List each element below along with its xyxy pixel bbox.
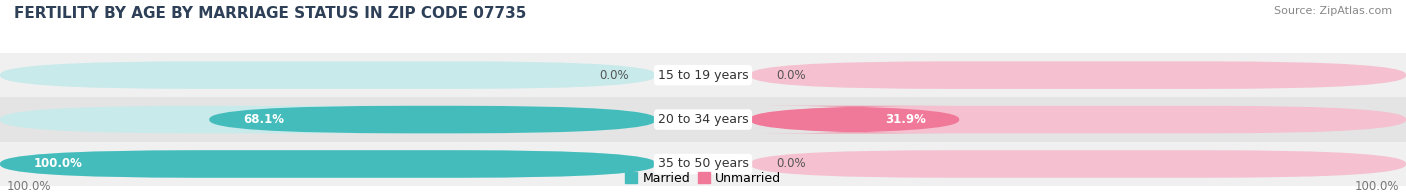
Text: 20 to 34 years: 20 to 34 years — [658, 113, 748, 126]
FancyBboxPatch shape — [749, 106, 959, 133]
Legend: Married, Unmarried: Married, Unmarried — [620, 167, 786, 190]
Text: Source: ZipAtlas.com: Source: ZipAtlas.com — [1274, 6, 1392, 16]
FancyBboxPatch shape — [749, 61, 1406, 89]
Text: 100.0%: 100.0% — [34, 158, 83, 171]
Text: 31.9%: 31.9% — [884, 113, 925, 126]
Text: 0.0%: 0.0% — [600, 69, 630, 82]
Text: FERTILITY BY AGE BY MARRIAGE STATUS IN ZIP CODE 07735: FERTILITY BY AGE BY MARRIAGE STATUS IN Z… — [14, 6, 526, 21]
Bar — [0, 97, 1406, 142]
FancyBboxPatch shape — [0, 106, 657, 133]
Text: 100.0%: 100.0% — [7, 180, 52, 193]
Text: 0.0%: 0.0% — [776, 69, 806, 82]
Bar — [0, 142, 1406, 186]
FancyBboxPatch shape — [209, 106, 657, 133]
Bar — [0, 53, 1406, 97]
Text: 0.0%: 0.0% — [776, 158, 806, 171]
Text: 35 to 50 years: 35 to 50 years — [658, 158, 748, 171]
Text: 68.1%: 68.1% — [243, 113, 284, 126]
FancyBboxPatch shape — [0, 150, 657, 178]
FancyBboxPatch shape — [749, 106, 1406, 133]
FancyBboxPatch shape — [749, 150, 1406, 178]
FancyBboxPatch shape — [0, 61, 657, 89]
FancyBboxPatch shape — [0, 150, 657, 178]
Text: 100.0%: 100.0% — [1354, 180, 1399, 193]
Text: 15 to 19 years: 15 to 19 years — [658, 69, 748, 82]
